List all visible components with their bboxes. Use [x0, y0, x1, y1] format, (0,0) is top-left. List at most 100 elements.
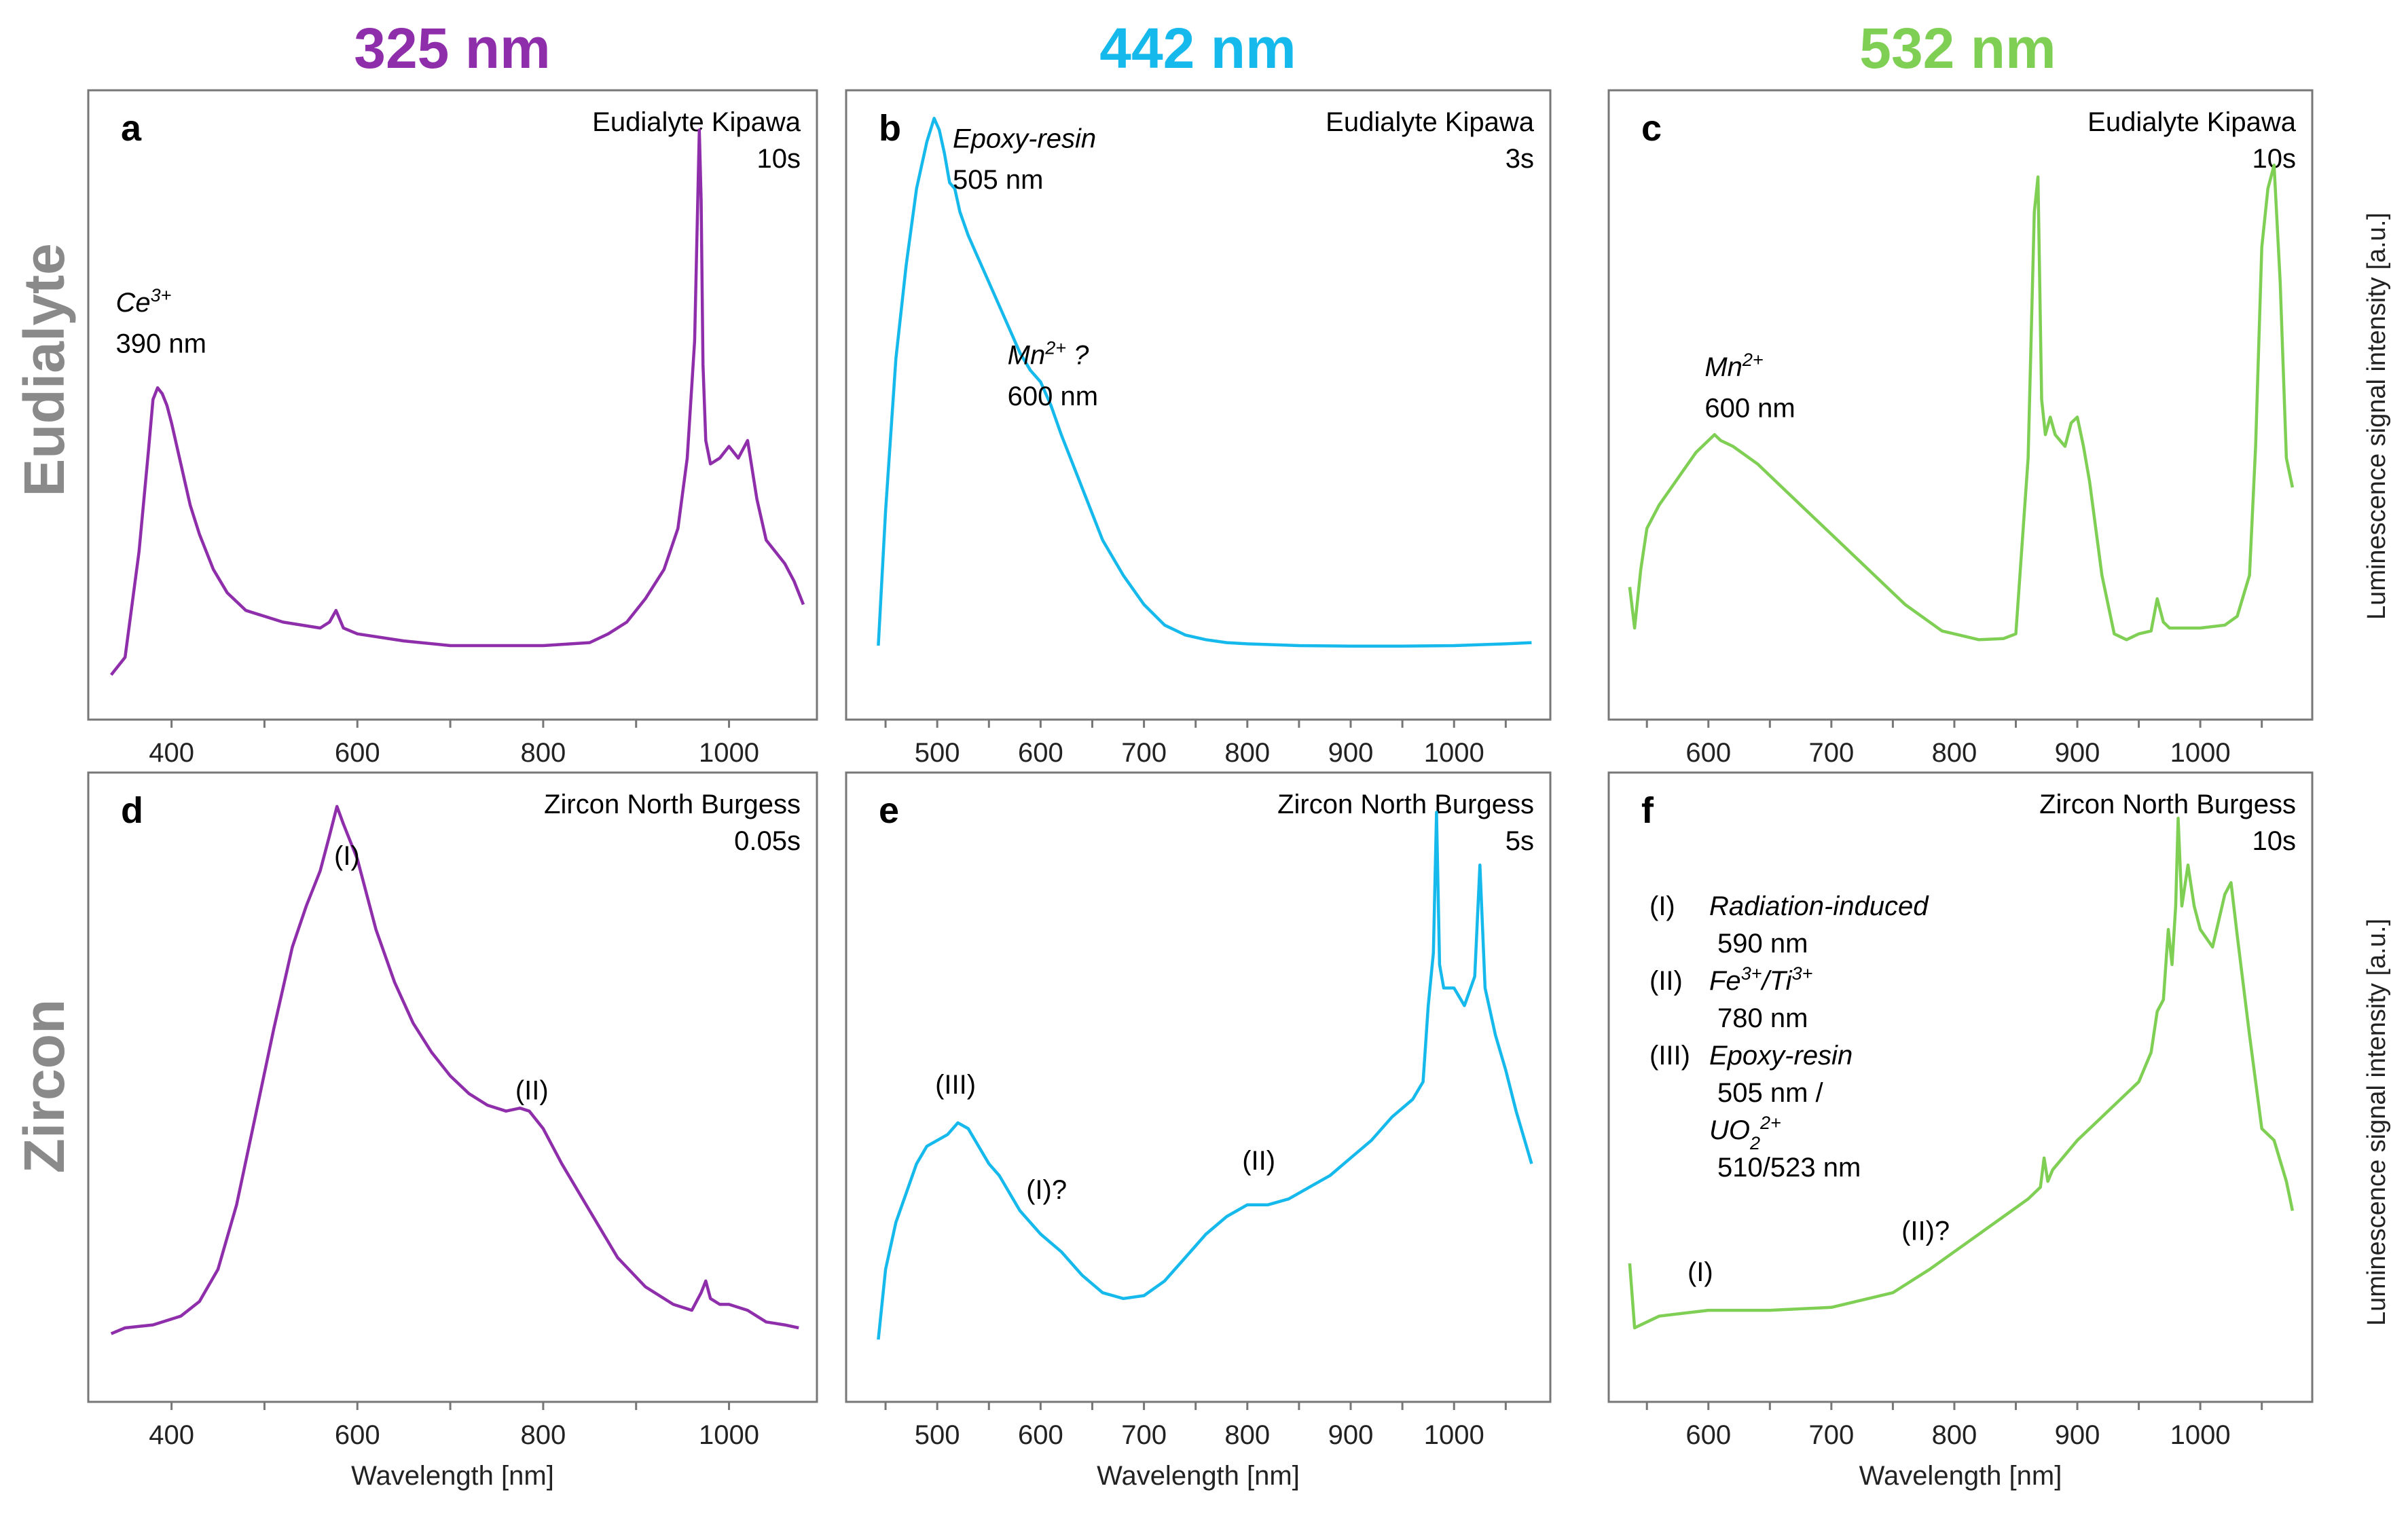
peak-annotation: 600 nm — [1008, 382, 1098, 411]
peak-annotation: (I) — [334, 841, 360, 871]
peak-annotation: (II) — [515, 1075, 549, 1105]
x-axis-label: Wavelength [nm] — [1859, 1461, 2062, 1491]
spectrum-line — [110, 804, 799, 1335]
ylabel-top: Luminescence signal intensity [a.u.] — [2363, 212, 2391, 620]
exposure-time: 0.05s — [734, 826, 801, 856]
legend-text: 780 nm — [1717, 1003, 1808, 1033]
peak-annotation-part-0: (I) — [1688, 1257, 1713, 1287]
peak-annotation: 600 nm — [1704, 393, 1795, 423]
panel-frame — [87, 89, 818, 721]
peak-annotation: Mn2+ — [1704, 350, 1763, 382]
column-title-442: 442 nm — [1099, 16, 1296, 80]
panel-letter: f — [1641, 790, 1654, 831]
x-tick-label: 700 — [1121, 1420, 1167, 1450]
x-tick-label: 1000 — [699, 738, 759, 768]
peak-annotation-part-0: (III) — [935, 1070, 976, 1100]
spectrum-line — [109, 128, 805, 676]
x-tick-label: 700 — [1808, 738, 1854, 768]
legend-text-part-2: 2+ — [1759, 1113, 1781, 1133]
peak-annotation: Epoxy-resin — [953, 124, 1096, 153]
x-tick-label: 400 — [149, 1420, 194, 1450]
sample-name: Zircon North Burgess — [1277, 790, 1534, 819]
legend-text-part-0: Epoxy-resin — [1709, 1041, 1853, 1071]
ylabel-bottom: Luminescence signal intensity [a.u.] — [2363, 919, 2391, 1326]
x-tick-label: 500 — [915, 738, 960, 768]
x-tick-label: 1000 — [1424, 1420, 1484, 1450]
x-tick-label: 900 — [1328, 1420, 1374, 1450]
panel-f: 600 700 800 900 1000 Wavelength [nm] f Zircon N… — [1607, 771, 2314, 1491]
x-tick-label: 600 — [1685, 1420, 1731, 1450]
spectrum-line — [877, 811, 1533, 1340]
peak-annotation-part-0: (II) — [1242, 1146, 1275, 1176]
column-title-532: 532 nm — [1859, 16, 2056, 80]
legend-text-part-4: 3+ — [1792, 963, 1813, 984]
peak-annotation-part-0: (I) — [334, 841, 360, 871]
legend-text: Fe3+/Ti3+ — [1709, 963, 1812, 996]
x-tick-label: 700 — [1121, 738, 1167, 768]
legend-text-part-0: 510/523 nm — [1717, 1153, 1861, 1183]
panel-letter: b — [879, 108, 901, 149]
exposure-time: 3s — [1506, 144, 1534, 174]
x-tick-label: 900 — [2055, 1420, 2100, 1450]
exposure-time: 10s — [2252, 826, 2297, 856]
peak-annotation-part-0: 600 nm — [1008, 382, 1098, 411]
panel-frame — [1607, 89, 2314, 721]
x-tick-label: 800 — [1224, 1420, 1270, 1450]
row-label-eudialyte: Eudialyte — [12, 243, 76, 496]
peak-annotation: (II)? — [1901, 1217, 1950, 1246]
peak-annotation-part-1: 3+ — [151, 285, 172, 305]
panel-frame — [845, 89, 1552, 721]
legend-text-part-0: 780 nm — [1717, 1003, 1808, 1033]
sample-name: Zircon North Burgess — [544, 790, 801, 819]
panel-e: 500 600 700 800 900 1000 Wavelength [nm] e Zirco… — [845, 771, 1552, 1491]
panel-d: 400 600 800 1000 Wavelength [nm] d Zircon Nort… — [87, 771, 818, 1491]
legend-text-part-0: 590 nm — [1717, 929, 1808, 959]
x-tick-label: 800 — [1932, 1420, 1977, 1450]
legend-text-part-0: UO — [1709, 1115, 1750, 1145]
peak-annotation-part-0: (I)? — [1026, 1175, 1067, 1205]
peak-annotation: 505 nm — [953, 165, 1043, 195]
peak-annotation-part-0: Ce — [116, 288, 151, 318]
peak-annotation-part-1: 2+ — [1044, 338, 1066, 358]
peak-annotation-part-0: 505 nm — [953, 165, 1043, 195]
panel-b: 500 600 700 800 900 1000 b Eudialyte Kipawa 3s Ep… — [845, 89, 1552, 768]
peak-annotation-part-0: Mn — [1008, 341, 1046, 371]
peak-annotation: 390 nm — [116, 329, 206, 358]
panel-frame — [87, 771, 818, 1403]
column-title-325: 325 nm — [354, 16, 551, 80]
spectrum-line — [1628, 816, 2295, 1330]
peak-annotation: (I) — [1688, 1257, 1713, 1287]
x-tick-label: 600 — [1018, 738, 1063, 768]
x-tick-label: 800 — [1932, 738, 1977, 768]
x-tick-label: 800 — [1224, 738, 1270, 768]
peak-annotation-part-0: Epoxy-resin — [953, 124, 1096, 153]
peak-annotation-part-0: (II) — [515, 1075, 549, 1105]
exposure-time: 5s — [1506, 826, 1534, 856]
legend-text-part-1: 2 — [1749, 1133, 1760, 1153]
spectrum-line — [1628, 164, 2295, 642]
panel-frame — [845, 771, 1552, 1403]
legend-label: (III) — [1649, 1041, 1690, 1071]
peak-annotation-part-0: 600 nm — [1704, 393, 1795, 423]
sample-name: Eudialyte Kipawa — [592, 107, 801, 137]
spectrum-line — [877, 117, 1532, 648]
peak-annotation: (III) — [935, 1070, 976, 1100]
peak-annotation-part-0: 390 nm — [116, 329, 206, 358]
legend-text-part-0: Fe — [1709, 966, 1741, 996]
panel-frame — [1607, 771, 2314, 1403]
legend-text-part-3: /Ti — [1759, 966, 1792, 996]
panel-a: 400 600 800 1000 a Eudialyte Kipawa 10s Ce3+ 390… — [87, 89, 818, 768]
legend-text: UO22+ — [1709, 1113, 1781, 1153]
sample-name: Eudialyte Kipawa — [1326, 107, 1535, 137]
panel-letter: e — [879, 790, 899, 831]
peak-annotation: Ce3+ — [116, 285, 172, 318]
x-tick-label: 600 — [1018, 1420, 1063, 1450]
exposure-time: 10s — [757, 144, 801, 174]
x-tick-label: 400 — [149, 738, 194, 768]
x-tick-label: 900 — [1328, 738, 1374, 768]
legend-text-part-0: 505 nm / — [1717, 1078, 1824, 1108]
legend-label: (I) — [1649, 891, 1675, 921]
